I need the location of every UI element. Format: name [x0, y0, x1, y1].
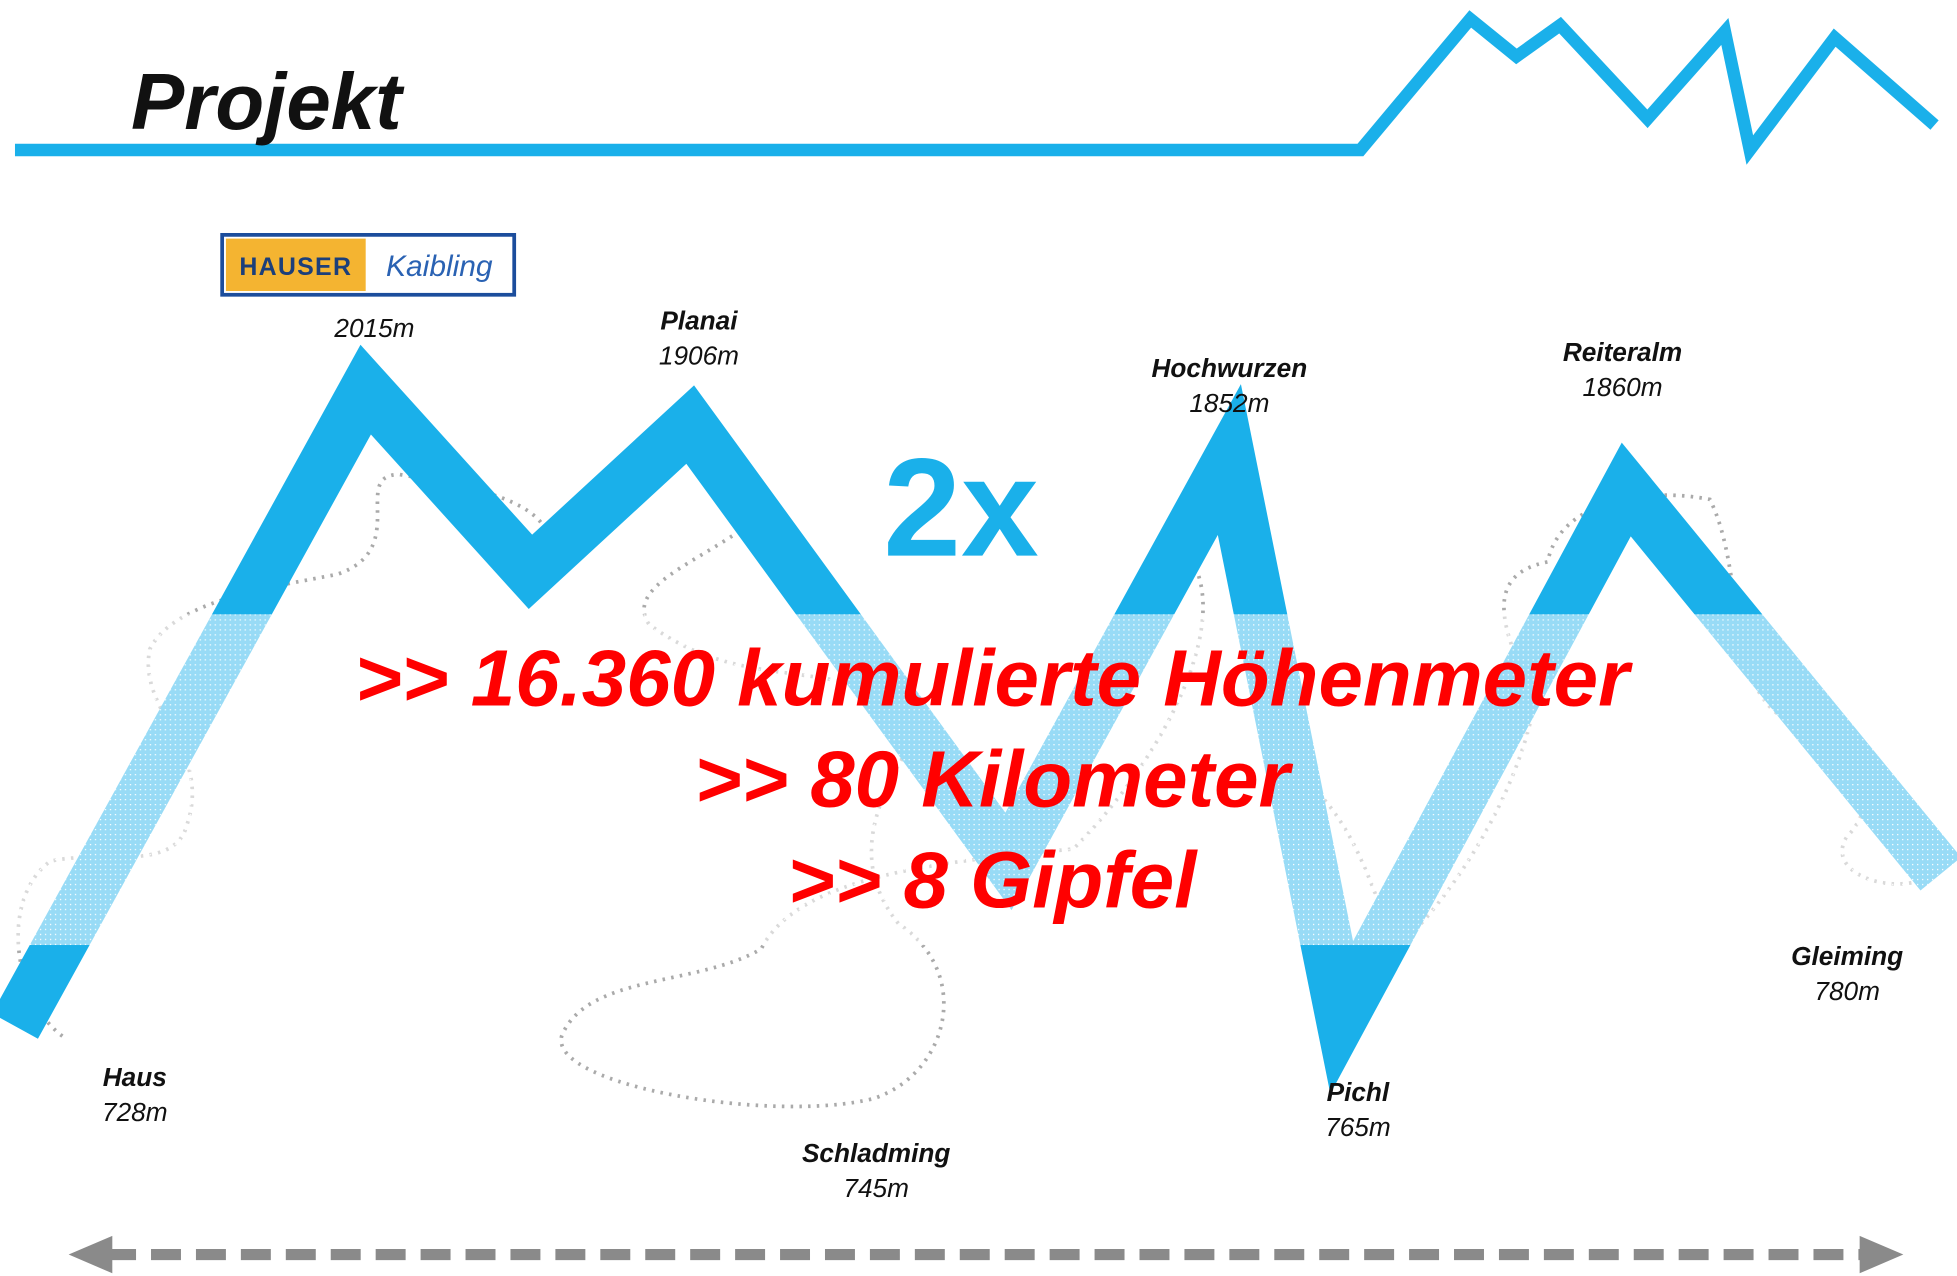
arrow-head-right [1860, 1236, 1904, 1273]
place-elevation: 1906m [659, 341, 739, 371]
place-name: Pichl [1327, 1077, 1390, 1107]
place-name: Planai [660, 306, 738, 336]
title: Projekt [131, 57, 405, 146]
place-name: Haus [103, 1062, 167, 1092]
logo-left: HAUSER [239, 253, 352, 281]
place-name: Schladming [802, 1138, 950, 1168]
logo-right: Kaibling [386, 250, 493, 283]
highlight: >> 8 Gipfel [788, 836, 1198, 925]
slide: Projekt HAUSER Kaibling Haus 728m 2015m … [0, 0, 1957, 1276]
place-elevation: 745m [843, 1173, 909, 1203]
place-elevation: 1860m [1582, 372, 1662, 402]
multiplier: 2x [883, 429, 1038, 586]
highlight: >> 80 Kilometer [695, 734, 1294, 823]
place-elevation: 2015m [333, 313, 414, 343]
place-name: Reiteralm [1563, 337, 1682, 367]
place-name: Gleiming [1791, 941, 1903, 971]
arrow-head-left [69, 1236, 113, 1273]
place-elevation: 780m [1814, 976, 1880, 1006]
highlight: >> 16.360 kumulierte Höhenmeter [355, 633, 1633, 722]
place-elevation: 765m [1325, 1112, 1391, 1142]
place-elevation: 1852m [1189, 388, 1269, 418]
page: Projekt HAUSER Kaibling Haus 728m 2015m … [0, 0, 1957, 1276]
place-elevation: 728m [102, 1097, 168, 1127]
place-name: Hochwurzen [1152, 353, 1308, 383]
